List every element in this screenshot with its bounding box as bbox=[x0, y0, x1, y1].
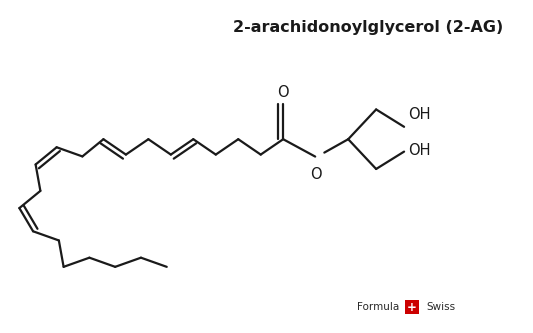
FancyBboxPatch shape bbox=[405, 300, 419, 314]
Text: O: O bbox=[277, 85, 289, 100]
Text: +: + bbox=[407, 301, 417, 314]
Text: OH: OH bbox=[408, 143, 430, 158]
Text: Swiss: Swiss bbox=[426, 302, 455, 312]
Text: OH: OH bbox=[408, 107, 430, 122]
Text: O: O bbox=[310, 167, 322, 182]
Text: 2-arachidonoylglycerol (2-AG): 2-arachidonoylglycerol (2-AG) bbox=[233, 20, 504, 35]
Text: Formula: Formula bbox=[357, 302, 399, 312]
